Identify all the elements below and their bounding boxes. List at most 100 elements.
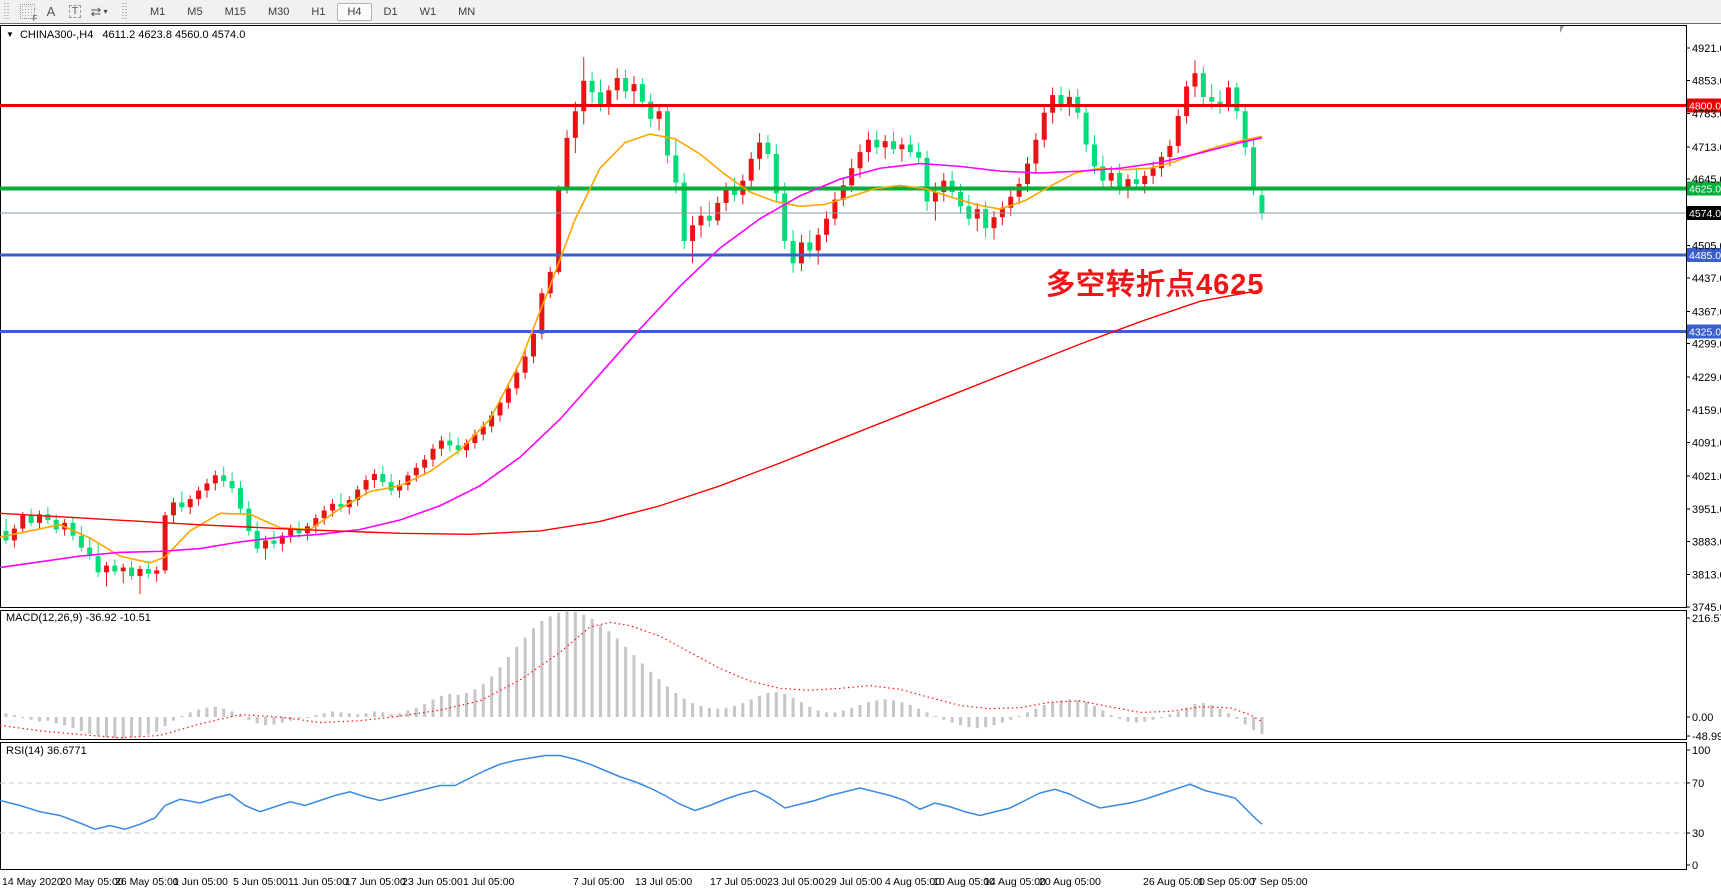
candle-body xyxy=(330,503,336,511)
candle-body xyxy=(321,510,327,519)
candle-body xyxy=(656,111,662,119)
candle-body xyxy=(1234,87,1240,112)
candle-body xyxy=(246,508,252,531)
macd-bar xyxy=(113,717,117,739)
timeframe-button-H1[interactable]: H1 xyxy=(311,5,326,18)
timeframe-button-M1[interactable]: M1 xyxy=(150,5,166,18)
candle-body xyxy=(1033,139,1039,164)
macd-bar xyxy=(850,707,854,717)
candle-body xyxy=(723,190,729,203)
fibo-grid-tool-button[interactable]: F xyxy=(16,2,38,23)
collapse-arrow-icon[interactable]: ▼ xyxy=(6,30,14,39)
candle-body xyxy=(438,440,444,449)
text-label-tool-button[interactable]: A xyxy=(40,2,62,22)
toolbar-drag-handle[interactable] xyxy=(3,2,12,21)
macd-bar xyxy=(431,699,435,717)
candle-body xyxy=(271,540,277,544)
candle-body xyxy=(1259,195,1265,213)
macd-bar xyxy=(531,628,535,717)
macd-bar xyxy=(866,702,870,717)
chart-area[interactable]: 4800.0 4625.0 4485.0 4325.0 4574.0 4921.0 4853… xyxy=(0,25,1721,891)
chart-text-annotation[interactable]: 多空转折点4625 xyxy=(1046,269,1265,301)
macd-bar xyxy=(942,717,946,720)
timeframe-button-M15[interactable]: M15 xyxy=(224,5,246,18)
macd-bar xyxy=(188,712,192,717)
macd-bar xyxy=(1109,715,1113,717)
candle-body xyxy=(824,218,830,235)
macd-bar xyxy=(749,699,753,717)
macd-bar xyxy=(356,714,360,717)
candle-body xyxy=(1175,115,1181,146)
timeframe-button-W1[interactable]: W1 xyxy=(419,5,437,18)
candle-body xyxy=(179,502,185,508)
date-label: 23 Jul 05:00 xyxy=(767,876,824,888)
candle-body xyxy=(832,199,838,219)
main-pane xyxy=(0,25,1687,608)
timeframe-button-D1[interactable]: D1 xyxy=(383,5,398,18)
macd-bar xyxy=(573,611,577,717)
price-label-text: 4325.0 xyxy=(1689,326,1721,338)
candle-body xyxy=(1066,96,1072,105)
axis-tick-label: 100 xyxy=(1692,745,1710,757)
dropdown-caret-icon[interactable]: ▾ xyxy=(103,7,108,16)
candle-body xyxy=(865,139,871,153)
macd-bar xyxy=(322,713,326,717)
macd-bar xyxy=(833,712,837,717)
arrows-tool-button[interactable]: ⇄ ▾ xyxy=(88,2,110,22)
date-label: 20 Aug 05:00 xyxy=(1039,876,1101,888)
macd-bar xyxy=(1176,711,1180,717)
macd-indicator-label: MACD(12,26,9) -36.92 -10.51 xyxy=(6,612,151,624)
macd-bar xyxy=(975,717,979,729)
macd-bar xyxy=(875,700,879,717)
macd-bar xyxy=(883,699,887,717)
macd-bar xyxy=(1210,704,1214,717)
candle-body xyxy=(706,215,712,221)
candle-body xyxy=(757,142,763,159)
candle-body xyxy=(455,445,461,451)
price-label-text: 4800.0 xyxy=(1689,101,1721,113)
candle-body xyxy=(932,192,938,202)
axis-tick-label: 4367.0 xyxy=(1692,306,1721,318)
timeframe-button-H4[interactable]: H4 xyxy=(337,2,372,21)
candle-body xyxy=(773,154,779,194)
candle-body xyxy=(288,529,294,536)
candle-body xyxy=(204,483,210,491)
candle-body xyxy=(991,217,997,229)
top-toolbar: F A T ⇄ ▾ M1 M5 M15 M30 H1 H4 D1 W1 MN xyxy=(0,0,1721,24)
macd-bar xyxy=(632,655,636,717)
macd-bar xyxy=(255,717,259,724)
price-axis[interactable]: 4921.0 4853.0 4783.0 4713.0 4645.0 4505.0 4437… xyxy=(1686,43,1721,614)
macd-bar xyxy=(1226,713,1230,717)
macd-bar xyxy=(657,679,661,717)
text-tool-button[interactable]: T xyxy=(64,2,86,22)
macd-bar xyxy=(4,713,8,717)
timeframe-toolbar-drag-handle[interactable] xyxy=(121,2,130,21)
timeframe-button-M30[interactable]: M30 xyxy=(267,5,290,18)
macd-bar xyxy=(950,717,954,723)
text-label-icon: A xyxy=(46,4,56,19)
macd-bar xyxy=(691,703,695,717)
candle-body xyxy=(597,92,603,106)
candle-body xyxy=(1133,179,1139,184)
macd-bar xyxy=(456,694,460,717)
macd-bar xyxy=(992,717,996,726)
timeframe-button-M5[interactable]: M5 xyxy=(187,5,203,18)
candle-body xyxy=(355,489,361,501)
candle-body xyxy=(1184,86,1190,116)
candle-body xyxy=(547,271,553,294)
price-label-chip xyxy=(1687,98,1721,113)
candle-body xyxy=(1251,147,1257,188)
candle-body xyxy=(1025,163,1031,184)
macd-axis[interactable]: 216.57 0.00 -48.99 xyxy=(1686,613,1721,743)
candle-body xyxy=(874,139,880,148)
macd-bar xyxy=(205,707,209,717)
chart-shift-marker-icon xyxy=(1560,26,1564,33)
macd-bar xyxy=(1134,717,1138,723)
rsi-pane-content: 100 70 30 0 xyxy=(0,745,1710,872)
candle-body xyxy=(338,503,344,508)
timeframe-button-MN[interactable]: MN xyxy=(458,5,476,18)
macd-bar xyxy=(1092,705,1096,717)
candle-body xyxy=(489,415,495,427)
macd-bar xyxy=(1034,708,1038,717)
